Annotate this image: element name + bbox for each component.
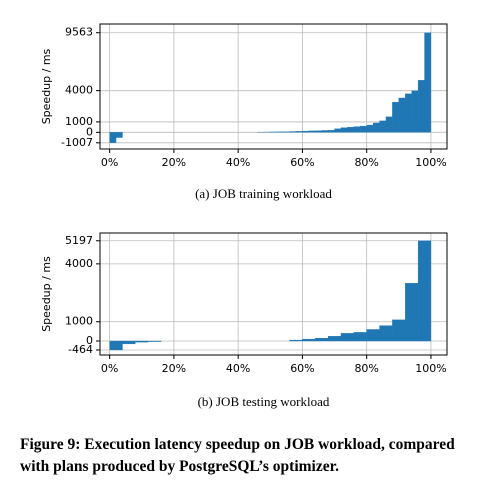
- bar: [417, 80, 425, 133]
- x-tick-label: 0%: [101, 362, 118, 375]
- bar: [417, 240, 432, 342]
- subcaption: (a) JOB training workload: [195, 186, 332, 201]
- bar: [315, 337, 329, 342]
- bar: [379, 120, 387, 133]
- bar: [122, 340, 136, 345]
- bar: [353, 332, 367, 342]
- x-tick-label: 60%: [290, 156, 314, 169]
- bar: [321, 130, 329, 133]
- y-tick-label: 1000: [65, 315, 93, 328]
- bar: [405, 93, 412, 133]
- bar: [360, 125, 367, 133]
- x-tick-label: 100%: [415, 362, 446, 375]
- bar: [392, 101, 399, 133]
- bar: [353, 126, 361, 133]
- bar: [398, 97, 406, 133]
- bar: [289, 131, 297, 133]
- x-tick-label: 0%: [101, 156, 118, 169]
- y-tick-label: 4000: [65, 84, 93, 97]
- bar: [282, 131, 290, 133]
- bar: [372, 122, 380, 133]
- y-tick-label: -464: [68, 343, 93, 356]
- bar: [405, 283, 419, 342]
- x-tick-label: 80%: [354, 362, 378, 375]
- plot-frame: [99, 232, 448, 356]
- bar: [327, 130, 335, 133]
- bar: [289, 339, 303, 342]
- y-tick-label: -1007: [61, 136, 93, 149]
- x-tick-label: 80%: [354, 156, 378, 169]
- bar: [392, 319, 406, 342]
- x-tick-label: 40%: [226, 362, 250, 375]
- caption: Figure 9: Execution latency speedup on J…: [20, 436, 455, 475]
- bar: [302, 130, 309, 133]
- bar: [315, 130, 322, 133]
- x-tick-label: 20%: [162, 362, 186, 375]
- bar: [340, 127, 348, 133]
- bar: [302, 338, 316, 342]
- bar: [327, 336, 342, 342]
- bar: [109, 340, 123, 351]
- subcaption: (b) JOB testing workload: [198, 394, 330, 409]
- bar: [347, 126, 354, 133]
- y-tick-label: 1000: [65, 115, 93, 128]
- bar: [340, 333, 354, 342]
- bar: [276, 131, 284, 133]
- y-tick-label: 9563: [65, 26, 93, 39]
- bar: [366, 124, 374, 133]
- bar: [424, 32, 432, 133]
- bar: [379, 325, 393, 342]
- y-axis-label: Speedup / ms: [40, 48, 53, 124]
- x-tick-label: 20%: [162, 156, 186, 169]
- bar: [115, 132, 123, 138]
- y-axis-label: Speedup / ms: [40, 256, 53, 332]
- y-tick-label: 4000: [65, 257, 93, 270]
- bar: [385, 116, 393, 133]
- y-tick-label: 0: [86, 334, 93, 347]
- y-tick-label: 5197: [65, 234, 93, 247]
- bar: [334, 128, 342, 133]
- bar: [109, 132, 117, 143]
- bar: [135, 340, 149, 343]
- plot-frame: [99, 23, 448, 150]
- y-tick-label: 0: [86, 125, 93, 138]
- bar: [411, 90, 419, 133]
- bar: [148, 340, 162, 342]
- bar: [366, 329, 380, 342]
- x-tick-label: 60%: [290, 362, 314, 375]
- bar: [308, 130, 316, 133]
- bar: [295, 131, 303, 133]
- x-tick-label: 100%: [415, 156, 446, 169]
- x-tick-label: 40%: [226, 156, 250, 169]
